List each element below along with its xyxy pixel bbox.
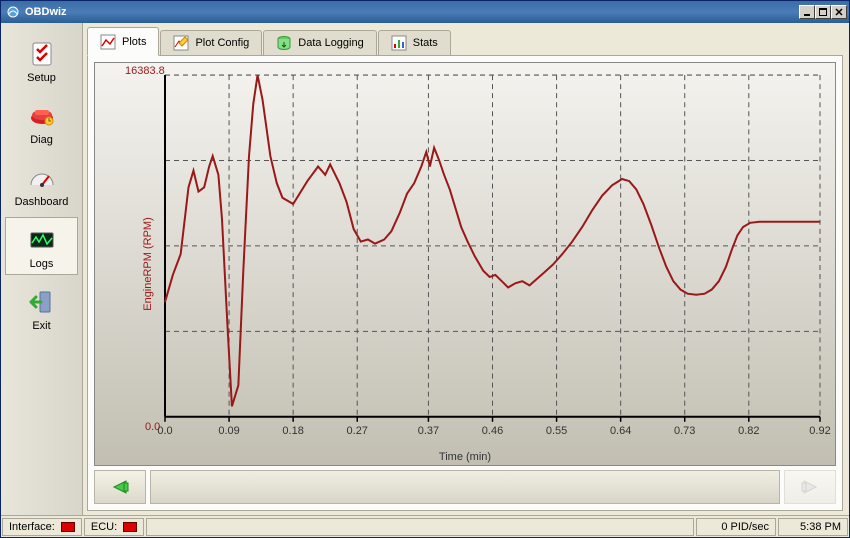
- tab-stats[interactable]: Stats: [378, 30, 451, 55]
- tab-label: Plot Config: [195, 37, 249, 49]
- svg-text:0.09: 0.09: [218, 425, 239, 437]
- tab-plots[interactable]: Plots: [87, 27, 159, 56]
- next-button[interactable]: [784, 470, 836, 504]
- sidebar-item-label: Setup: [27, 72, 56, 84]
- close-button[interactable]: [831, 5, 847, 19]
- svg-text:0.92: 0.92: [809, 425, 830, 437]
- app-window: OBDwiz Setup Diag: [0, 0, 850, 538]
- sidebar-item-diag[interactable]: Diag: [5, 93, 78, 151]
- sidebar-item-label: Diag: [30, 134, 53, 146]
- y-max-label: 16383.8: [125, 65, 165, 77]
- tabstrip: Plots Plot Config Data Logging Stats: [87, 27, 843, 55]
- tab-label: Plots: [122, 36, 146, 48]
- status-interface: Interface:: [2, 518, 82, 536]
- line-chart: 0.0 0.09 0.18 0.27 0.37 0.46 0.55 0.64 0.73 0.82 0…: [95, 63, 835, 465]
- window-controls: [799, 5, 847, 19]
- plot-config-icon: [173, 35, 189, 51]
- sidebar: Setup Diag Dashboard Logs: [1, 23, 83, 515]
- sidebar-item-label: Exit: [32, 320, 50, 332]
- interface-led-icon: [61, 522, 75, 532]
- maximize-button[interactable]: [815, 5, 831, 19]
- arrow-left-icon: [108, 477, 132, 497]
- svg-text:0.46: 0.46: [482, 425, 503, 437]
- tab-data-logging[interactable]: Data Logging: [263, 30, 376, 55]
- minimize-button[interactable]: [799, 5, 815, 19]
- svg-text:0.27: 0.27: [347, 425, 368, 437]
- svg-text:0.73: 0.73: [674, 425, 695, 437]
- tab-label: Data Logging: [298, 37, 363, 49]
- nav-spacer: [150, 470, 780, 504]
- svg-text:0.82: 0.82: [738, 425, 759, 437]
- titlebar: OBDwiz: [1, 1, 849, 23]
- sidebar-item-label: Logs: [30, 258, 54, 270]
- prev-button[interactable]: [94, 470, 146, 504]
- diag-icon: [26, 100, 58, 132]
- svg-text:0.64: 0.64: [610, 425, 631, 437]
- status-pid-rate: 0 PID/sec: [696, 518, 776, 536]
- setup-icon: [26, 38, 58, 70]
- dashboard-icon: [26, 162, 58, 194]
- exit-icon: [26, 286, 58, 318]
- sidebar-item-logs[interactable]: Logs: [5, 217, 78, 275]
- svg-text:0.18: 0.18: [282, 425, 303, 437]
- x-axis-label: Time (min): [439, 451, 491, 463]
- status-spacer: [146, 518, 694, 536]
- y-axis-label: EngineRPM (RPM): [142, 217, 154, 311]
- tab-panel: 0.0 0.09 0.18 0.27 0.37 0.46 0.55 0.64 0.73 0.82 0…: [87, 55, 843, 511]
- plot-area: 0.0 0.09 0.18 0.27 0.37 0.46 0.55 0.64 0.73 0.82 0…: [94, 62, 836, 466]
- data-logging-icon: [276, 35, 292, 51]
- stats-icon: [391, 35, 407, 51]
- sidebar-item-exit[interactable]: Exit: [5, 279, 78, 337]
- plot-nav: [94, 470, 836, 504]
- svg-text:0.37: 0.37: [418, 425, 439, 437]
- arrow-right-icon: [798, 477, 822, 497]
- sidebar-item-dashboard[interactable]: Dashboard: [5, 155, 78, 213]
- app-icon: [5, 4, 21, 20]
- window-title: OBDwiz: [25, 6, 799, 18]
- interface-label: Interface:: [9, 521, 55, 533]
- sidebar-item-label: Dashboard: [15, 196, 69, 208]
- logs-icon: [26, 224, 58, 256]
- ecu-label: ECU:: [91, 521, 117, 533]
- status-clock: 5:38 PM: [778, 518, 848, 536]
- ecu-led-icon: [123, 522, 137, 532]
- tab-plot-config[interactable]: Plot Config: [160, 30, 262, 55]
- y-min-label: 0.0: [145, 421, 160, 433]
- plots-icon: [100, 34, 116, 50]
- sidebar-item-setup[interactable]: Setup: [5, 31, 78, 89]
- status-ecu: ECU:: [84, 518, 144, 536]
- tab-label: Stats: [413, 37, 438, 49]
- main-area: Setup Diag Dashboard Logs: [1, 23, 849, 515]
- content-area: Plots Plot Config Data Logging Stats 0.0: [83, 23, 849, 515]
- svg-text:0.55: 0.55: [546, 425, 567, 437]
- statusbar: Interface: ECU: 0 PID/sec 5:38 PM: [1, 515, 849, 537]
